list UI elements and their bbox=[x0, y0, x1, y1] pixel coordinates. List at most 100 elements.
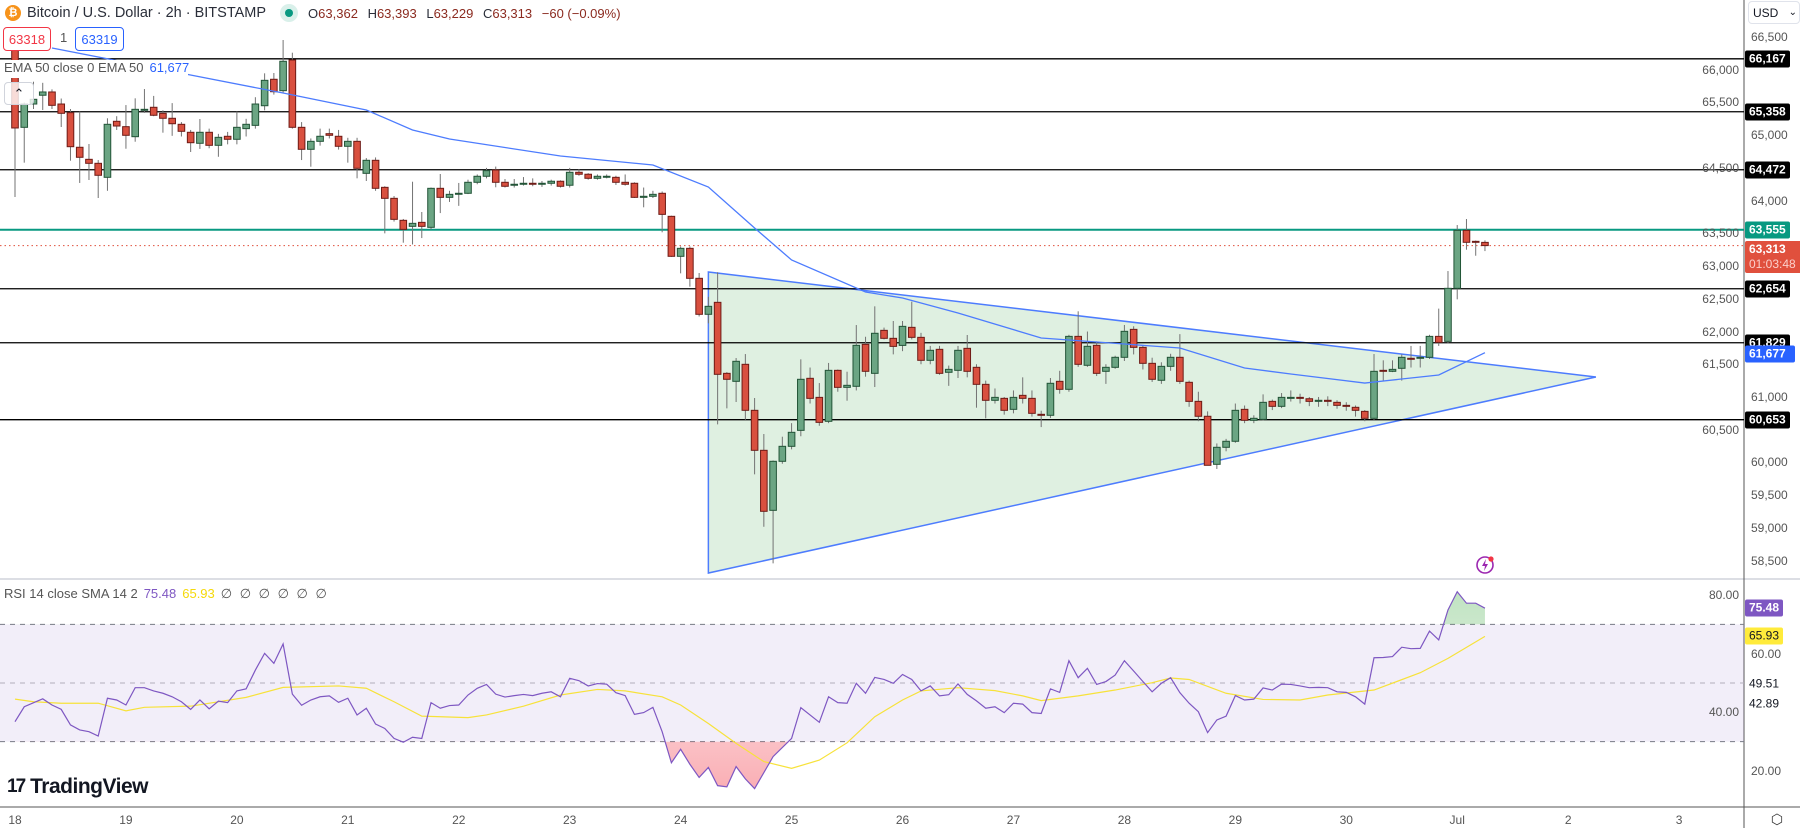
rsi-legend[interactable]: RSI 14 close SMA 14 2 75.48 65.93 ∅ ∅ ∅ ∅ ∅… bbox=[4, 586, 329, 602]
ema-price-label: 61,677 bbox=[1745, 345, 1795, 363]
rsi-legend-label: RSI 14 close SMA 14 2 bbox=[4, 586, 138, 601]
open-value: 63,362 bbox=[318, 5, 358, 21]
candle bbox=[279, 40, 287, 94]
candle bbox=[954, 345, 962, 378]
candle bbox=[1434, 308, 1443, 346]
candle-body-up bbox=[1425, 335, 1434, 358]
symbol-title[interactable]: Bitcoin / U.S. Dollar · 2h · BITSTAMP bbox=[27, 5, 267, 21]
date-tick-label: 25 bbox=[784, 813, 799, 827]
candle bbox=[122, 105, 130, 149]
candle bbox=[861, 336, 870, 377]
candle bbox=[103, 118, 112, 191]
candle-body-down bbox=[186, 131, 195, 144]
candle bbox=[972, 364, 981, 408]
candle bbox=[417, 212, 426, 239]
candle bbox=[556, 180, 565, 188]
price-tick-label: 66,500 bbox=[1751, 30, 1788, 44]
price-tick-label: 61,000 bbox=[1751, 389, 1788, 404]
date-tick-label: 27 bbox=[1006, 813, 1021, 827]
candle-body-down bbox=[1028, 397, 1036, 414]
candle bbox=[288, 52, 297, 129]
candle-body-down bbox=[1342, 404, 1351, 407]
candle-body-down bbox=[760, 449, 768, 512]
candle bbox=[445, 190, 454, 202]
candle-body-down bbox=[1194, 400, 1203, 417]
date-tick-label: 2 bbox=[1564, 813, 1572, 827]
candle-body-up bbox=[1157, 365, 1166, 381]
candle bbox=[491, 166, 500, 188]
collapse-legend-button[interactable]: ⌃ bbox=[4, 82, 34, 105]
candle bbox=[824, 362, 833, 424]
candle bbox=[676, 246, 685, 274]
candle-body-down bbox=[972, 366, 981, 385]
level-price-label: 62,654 bbox=[1745, 280, 1790, 298]
candle bbox=[713, 272, 722, 425]
buy-button[interactable]: 63319 bbox=[75, 27, 124, 51]
candle bbox=[1111, 355, 1119, 369]
price-tick-label: 59,500 bbox=[1751, 488, 1788, 503]
candle-body-down bbox=[85, 158, 93, 164]
candle-body-up bbox=[38, 91, 47, 96]
date-tick-label: Jul bbox=[1449, 813, 1465, 827]
candle bbox=[242, 118, 250, 137]
candle bbox=[926, 345, 935, 365]
candle bbox=[1102, 364, 1110, 384]
lightning-alert-icon[interactable] bbox=[1475, 555, 1495, 575]
candle-body-down bbox=[750, 409, 759, 451]
price-tick-label: 63,000 bbox=[1702, 259, 1739, 274]
candle-body-down bbox=[436, 187, 445, 198]
change-value: −60 (−0.09%) bbox=[541, 5, 621, 21]
candle bbox=[981, 380, 990, 419]
date-tick-label: 20 bbox=[230, 813, 244, 827]
candle-body-up bbox=[676, 247, 685, 257]
candle-body-down bbox=[1203, 415, 1212, 466]
price-tick-label: 66,000 bbox=[1702, 62, 1739, 77]
candle bbox=[66, 108, 75, 161]
candle bbox=[307, 138, 315, 167]
candle bbox=[787, 423, 796, 450]
candle-body-down bbox=[288, 59, 297, 128]
candle bbox=[38, 82, 47, 110]
price-tick-label: 60,000 bbox=[1751, 455, 1788, 470]
candle bbox=[1083, 331, 1092, 367]
candle bbox=[1370, 354, 1378, 420]
candle-body-up bbox=[593, 175, 602, 179]
candle-body-down bbox=[1268, 400, 1277, 407]
price-tick-label: 59,000 bbox=[1751, 520, 1788, 535]
candle-body-up bbox=[1166, 356, 1175, 367]
candle bbox=[1287, 390, 1295, 402]
candle bbox=[1176, 334, 1184, 384]
rsi-value-label: 42.89 bbox=[1745, 695, 1784, 713]
tradingview-logo[interactable]: 17 TradingView bbox=[7, 775, 148, 799]
candle bbox=[1305, 396, 1314, 407]
price-tick-label: 64,500 bbox=[1702, 160, 1739, 175]
candle bbox=[390, 196, 398, 222]
candle-body-down bbox=[528, 182, 537, 185]
candle bbox=[186, 129, 195, 152]
candle-body-down bbox=[1139, 346, 1147, 364]
candle bbox=[1046, 377, 1055, 418]
candle-body-up bbox=[639, 195, 648, 198]
ema-legend[interactable]: EMA 50 close 0 EMA 50 61,677 bbox=[0, 60, 189, 78]
candle bbox=[584, 173, 592, 180]
candle-body-up bbox=[464, 181, 472, 194]
candle bbox=[649, 190, 657, 199]
candle bbox=[1194, 391, 1203, 422]
candle-body-up bbox=[1259, 401, 1267, 420]
candle-body-down bbox=[917, 336, 925, 361]
candle bbox=[852, 325, 861, 391]
candle-body-down bbox=[149, 106, 158, 116]
settings-icon[interactable]: ⬡ bbox=[1770, 811, 1784, 827]
candle bbox=[1203, 411, 1212, 466]
ema-50-line bbox=[51, 47, 1486, 384]
sell-button[interactable]: 63318 bbox=[3, 27, 51, 51]
candle-body-up bbox=[944, 368, 953, 373]
currency-select[interactable]: USD ⌄ bbox=[1748, 1, 1800, 24]
candle-body-up bbox=[1416, 356, 1425, 359]
candle-body-up bbox=[214, 136, 223, 146]
level-price-label: 66,167 bbox=[1745, 50, 1790, 68]
currency-label: USD bbox=[1753, 5, 1779, 20]
candle-body-up bbox=[787, 431, 796, 447]
rsi-tick-label: 40.00 bbox=[1708, 705, 1739, 720]
